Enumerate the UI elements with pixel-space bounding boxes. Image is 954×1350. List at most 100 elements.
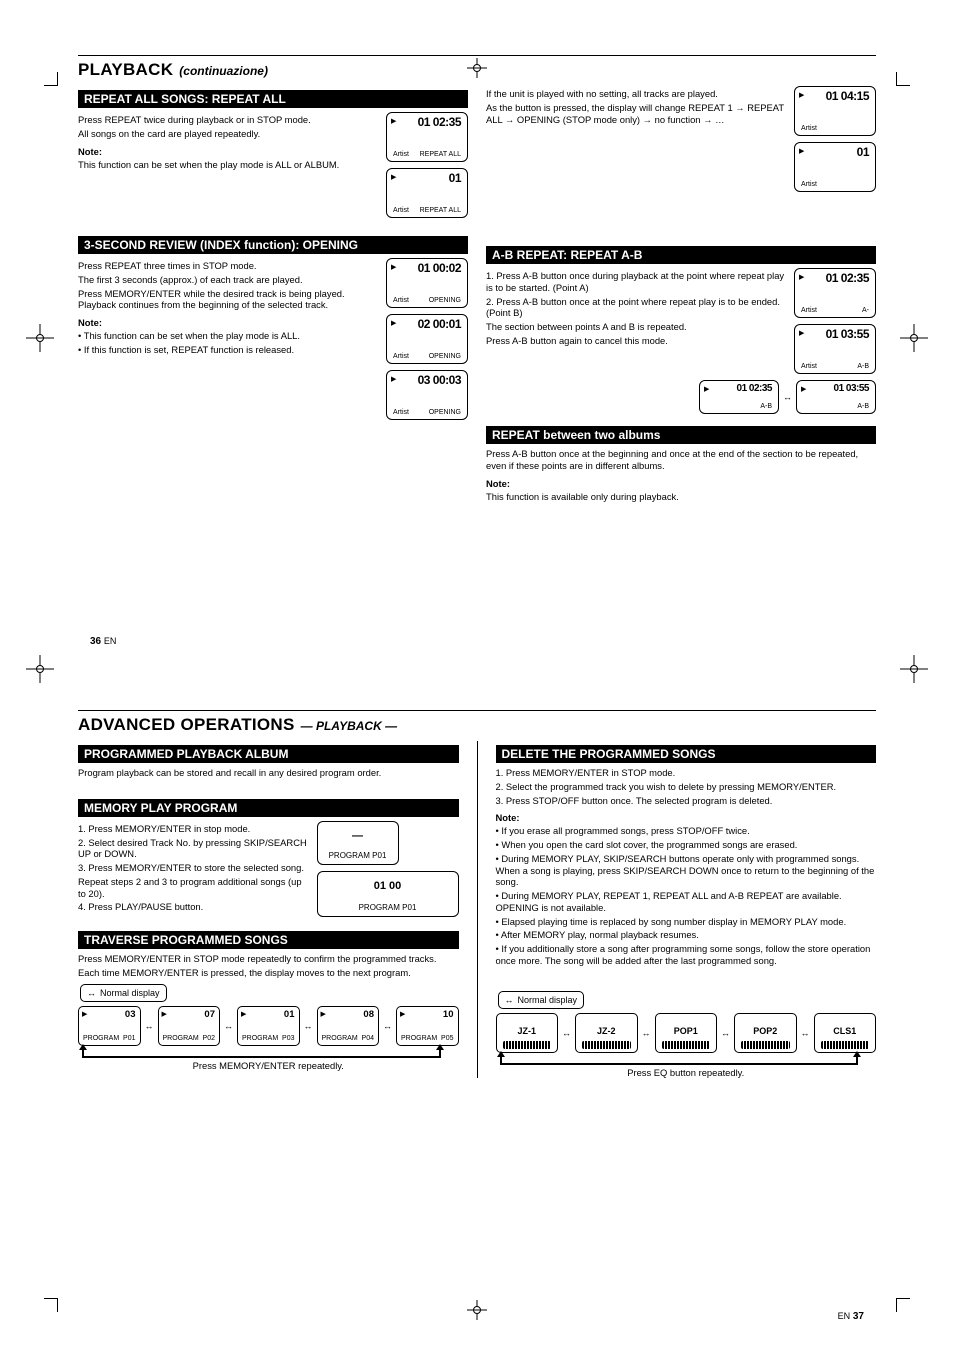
flow-box-br: P04: [362, 1035, 374, 1042]
lcd-repeat-all-1: ▶ 01 02:35 Artist REPEAT ALL: [386, 112, 468, 162]
chapter-header-2: ADVANCED OPERATIONS — PLAYBACK —: [78, 715, 876, 735]
flow-box-br: P02: [203, 1035, 215, 1042]
lcd-repeat-all-2: ▶ 01 Artist REPEAT ALL: [386, 168, 468, 218]
play-icon: ▶: [391, 263, 396, 271]
reg-mark-left: [26, 324, 54, 352]
flow-top-label: Normal display: [100, 988, 160, 998]
play-icon: ▶: [391, 319, 396, 327]
flow-top-label: Normal display: [518, 995, 578, 1005]
sec-repeat-all: ▶ 01 02:35 Artist REPEAT ALL ▶ 01 Artist…: [78, 112, 468, 218]
sec-opening: ▶ 01 00:02 Artist OPENING ▶ 02 00:01 Art…: [78, 258, 468, 420]
page2-right-col: DELETE THE PROGRAMMED SONGS 1. Press MEM…: [496, 741, 877, 1078]
flow-box: JZ-1: [496, 1013, 559, 1053]
lcd-line2: Artist: [393, 297, 409, 304]
play-icon: ▶: [391, 117, 396, 125]
lcd-line1: 01: [857, 145, 869, 159]
chapter-subtitle: (continuazione): [179, 64, 268, 78]
chapter-title-2: ADVANCED OPERATIONS: [78, 715, 295, 735]
double-arrow-icon: ↔: [562, 1028, 571, 1038]
play-icon: ▶: [799, 147, 804, 155]
del-p1: 1. Press MEMORY/ENTER in STOP mode.: [496, 767, 877, 779]
lcd-line1: 01 02:35: [418, 115, 461, 129]
play-icon: ▶: [799, 273, 804, 281]
lcd-line2: Artist: [801, 181, 817, 188]
top-rule: [78, 55, 876, 56]
flow-connector: [500, 1055, 859, 1065]
del-n4: • During MEMORY PLAY, REPEAT 1, REPEAT A…: [496, 890, 877, 914]
lcd-line3: A-: [862, 307, 869, 314]
page-1: PLAYBACK (continuazione) REPEAT ALL SONG…: [0, 0, 954, 675]
crop-bl: [44, 1298, 58, 1312]
sec-program-header: MEMORY PLAY PROGRAM: [78, 799, 459, 817]
lcd-line2: Artist: [393, 207, 409, 214]
flow-box: POP1: [655, 1013, 718, 1053]
sec-normal: ▶ 01 04:15 Artist ▶ 01 Artist If the uni…: [486, 86, 876, 192]
lcd-opening-1: ▶ 01 00:02 Artist OPENING: [386, 258, 468, 308]
play-icon: ▶: [162, 1010, 167, 1018]
lcd-line1: 01 04:15: [826, 89, 869, 103]
play-icon: ▶: [801, 385, 806, 393]
lcd-line1: 01 02:35: [826, 271, 869, 285]
lcd-opening-3: ▶ 03 00:03 Artist OPENING: [386, 370, 468, 420]
lcd-line1: 01 00:02: [418, 261, 461, 275]
eq-bars-icon: [662, 1041, 711, 1049]
pagenum-label: EN: [104, 636, 117, 646]
reg-mark-left: [26, 655, 54, 683]
flow-box-br: P03: [282, 1035, 294, 1042]
lcd-ab-2: ▶ 01 03:55 Artist A-B: [794, 324, 876, 374]
lcd-line1: 01: [449, 171, 461, 185]
opening-lcds: ▶ 01 00:02 Artist OPENING ▶ 02 00:01 Art…: [386, 258, 468, 420]
reg-mark-right: [900, 324, 928, 352]
note-heading: Note:: [486, 478, 876, 489]
lcd-line2: Artist: [393, 151, 409, 158]
double-arrow-icon: ↔: [304, 1021, 313, 1031]
traverse-p2: Each time MEMORY/ENTER is pressed, the d…: [78, 967, 459, 979]
flow-box: ▶08PROGRAMP04: [317, 1006, 380, 1046]
page1-columns: REPEAT ALL SONGS: REPEAT ALL ▶ 01 02:35 …: [78, 86, 876, 504]
play-icon: ▶: [241, 1010, 246, 1018]
lcd-program-big: 01 00 PROGRAM P01: [317, 871, 459, 917]
flow-box-top: 01: [284, 1009, 295, 1020]
flow-box-top: 10: [443, 1009, 454, 1020]
lcd-ab-3a: ▶ 01 02:35 A-B: [699, 380, 779, 414]
chapter-title: PLAYBACK: [78, 60, 173, 80]
play-icon: ▶: [321, 1010, 326, 1018]
flow-box-bl: PROGRAM: [83, 1035, 119, 1042]
lcd-bottom: PROGRAM P01: [318, 903, 458, 912]
pagenum-label: EN: [838, 1311, 851, 1321]
play-icon: ▶: [82, 1010, 87, 1018]
lcd-line3: A-B: [760, 403, 772, 410]
flow-box-center: CLS1: [815, 1026, 876, 1036]
flow-label: Press MEMORY/ENTER repeatedly.: [78, 1060, 459, 1071]
flow-box: ▶01PROGRAMP03: [237, 1006, 300, 1046]
del-n6: • After MEMORY play, normal playback res…: [496, 929, 877, 941]
flow-box-br: P01: [123, 1035, 135, 1042]
double-arrow-icon: ↔: [87, 988, 96, 998]
double-arrow-icon: ↔: [642, 1028, 651, 1038]
play-icon: ▶: [391, 173, 396, 181]
flow-row: ▶03PROGRAMP01↔▶07PROGRAMP02↔▶01PROGRAMP0…: [78, 1006, 459, 1046]
double-arrow-icon: ↔: [224, 1021, 233, 1031]
top-rule-2: [78, 710, 876, 711]
lcd-normal-2: ▶ 01 Artist: [794, 142, 876, 192]
lcd-ab-1: ▶ 01 02:35 Artist A-: [794, 268, 876, 318]
page2-columns: PROGRAMMED PLAYBACK ALBUM Program playba…: [78, 741, 876, 1078]
eq-bars-icon: [503, 1041, 552, 1049]
flow-box-top: 03: [125, 1009, 136, 1020]
lcd-line1: 01 02:35: [737, 383, 772, 394]
pagenum: 36: [90, 636, 101, 647]
del-n7: • If you additionally store a song after…: [496, 943, 877, 967]
play-icon: ▶: [704, 385, 709, 393]
flow-box: ▶10PROGRAMP05: [396, 1006, 459, 1046]
del-n1: • If you erase all programmed songs, pre…: [496, 825, 877, 837]
lcd-line1: 01 03:55: [834, 383, 869, 394]
sec-traverse-header: TRAVERSE PROGRAMMED SONGS: [78, 931, 459, 949]
sec-ab-header: A-B REPEAT: REPEAT A-B: [486, 246, 876, 264]
note-heading: Note:: [496, 812, 877, 823]
reg-mark-bottom: [467, 1300, 487, 1320]
crop-tr: [896, 72, 910, 86]
lcd-line1: 01 03:55: [826, 327, 869, 341]
lcd-line3: OPENING: [429, 297, 461, 304]
flow-box-center: POP2: [735, 1026, 796, 1036]
page-number-left: 36 EN: [90, 636, 116, 647]
